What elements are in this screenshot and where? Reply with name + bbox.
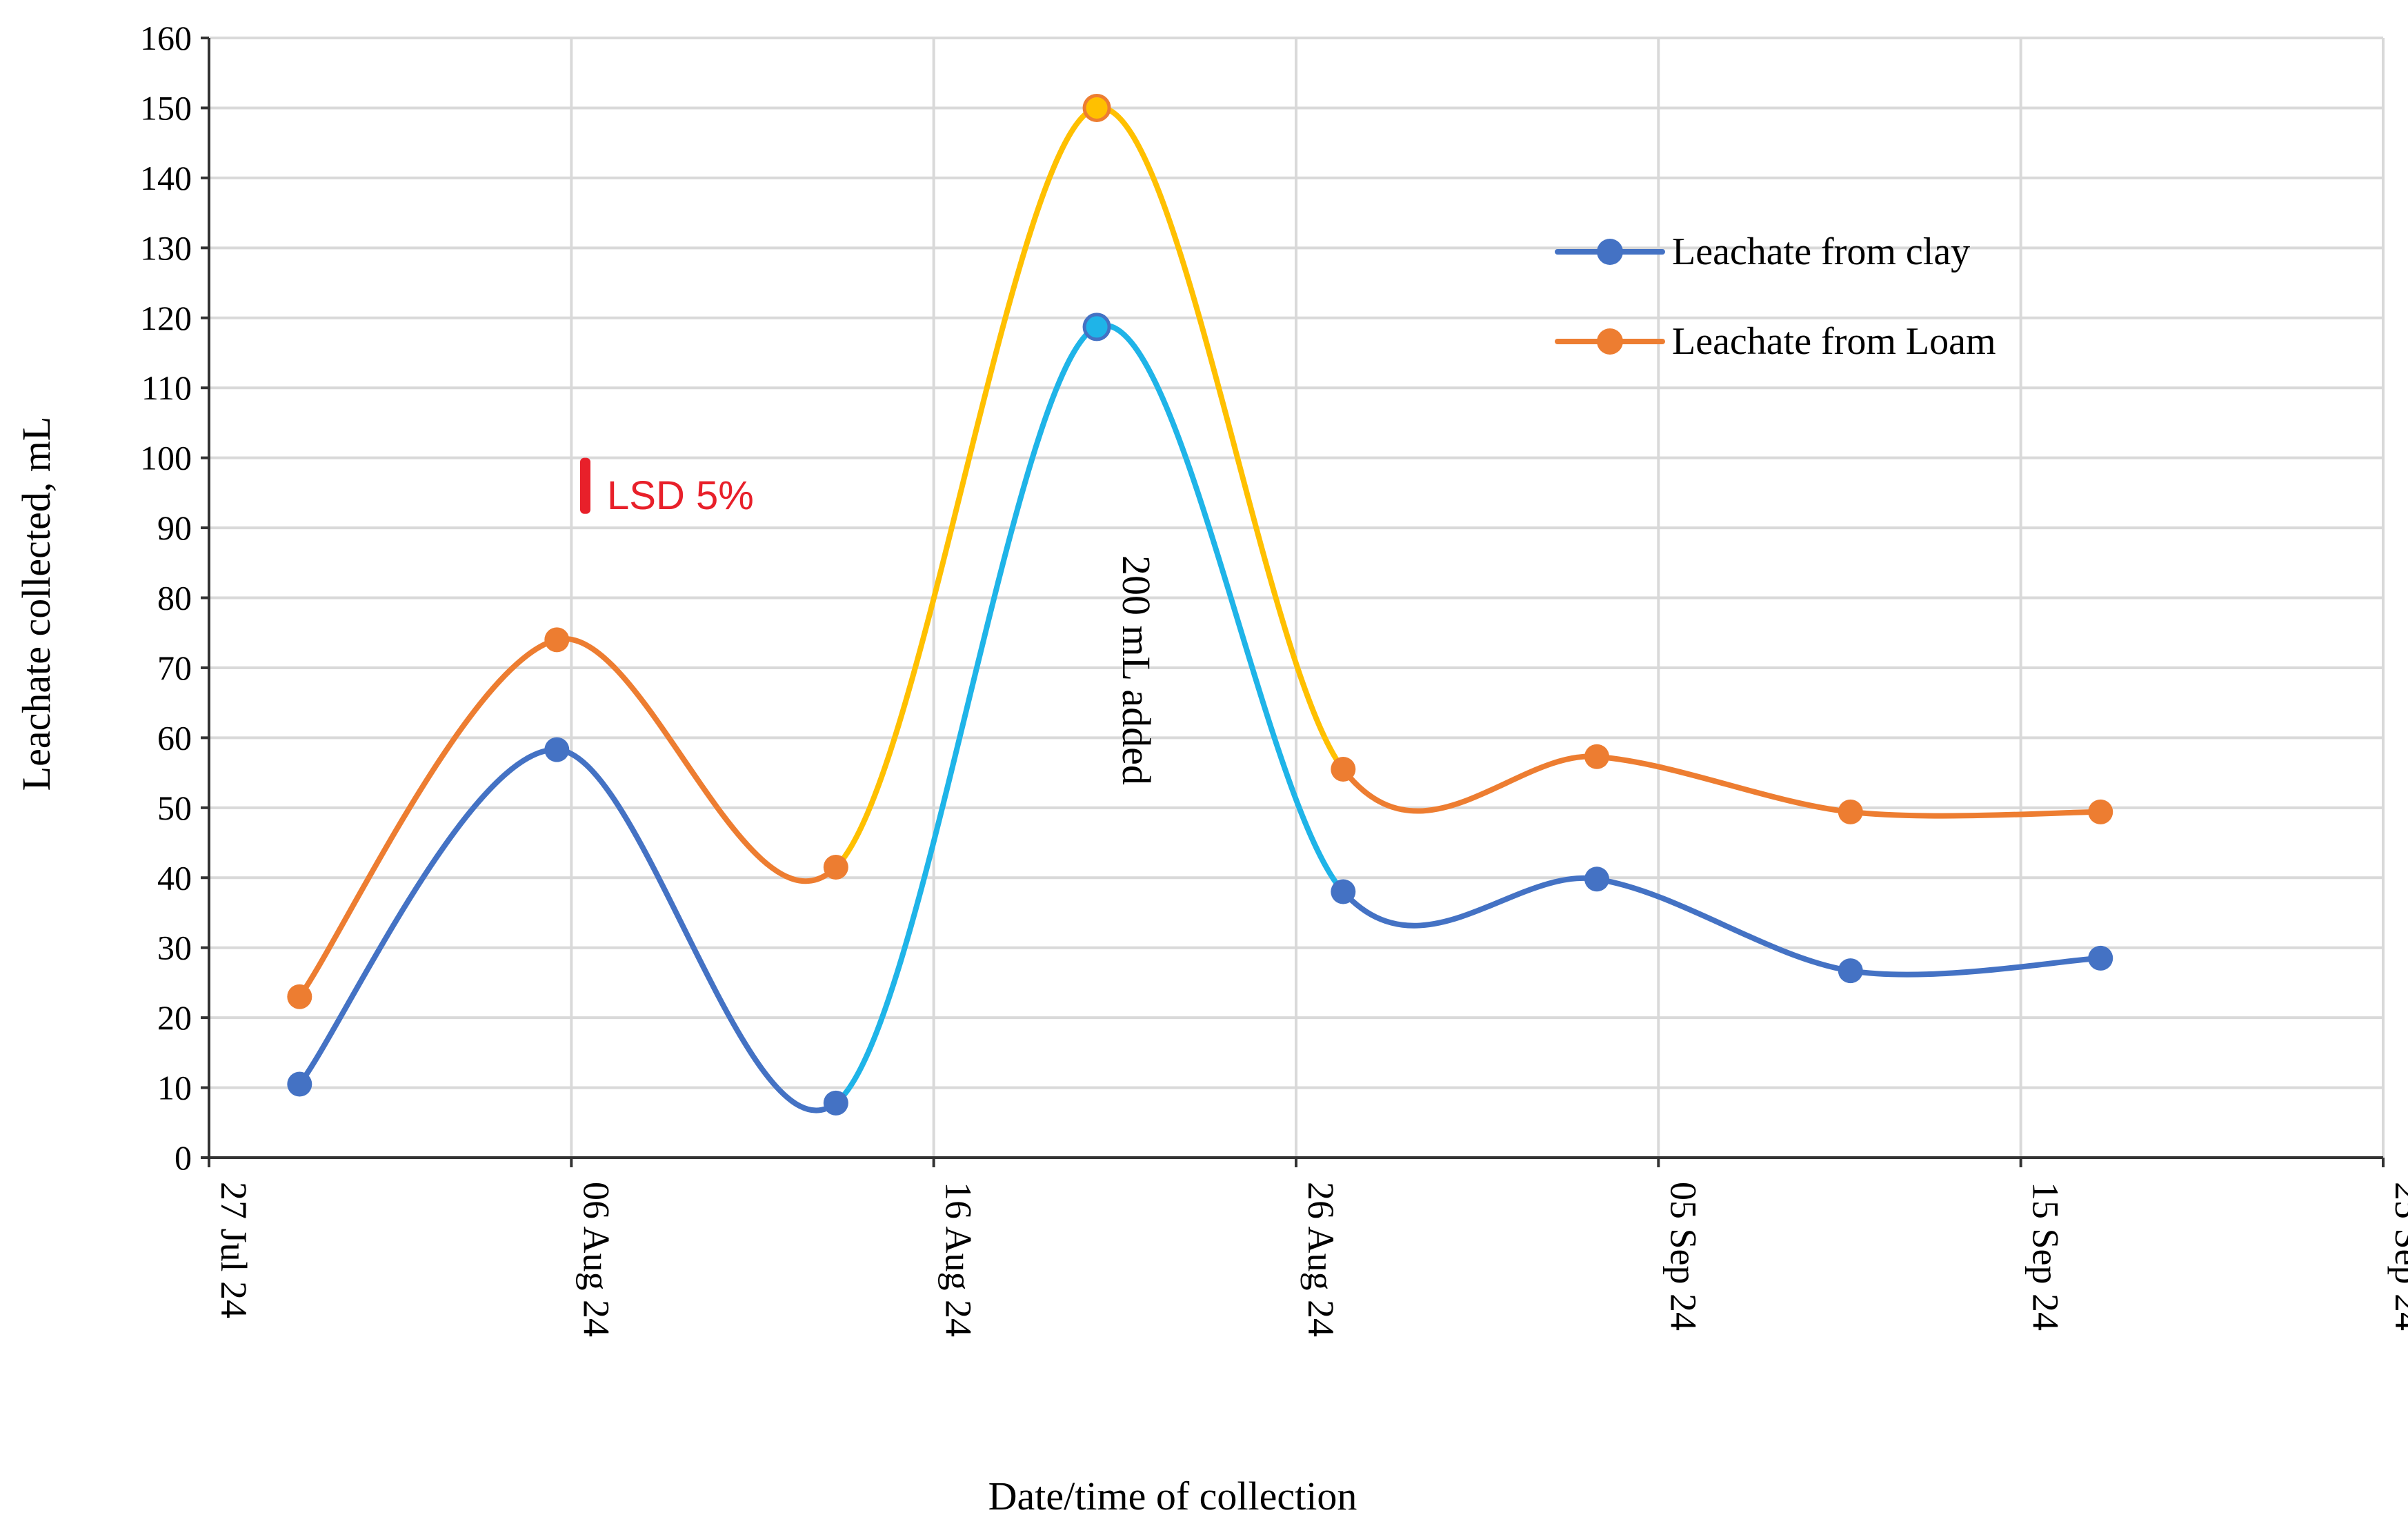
lsd-error-bar xyxy=(580,457,590,514)
data-point xyxy=(823,1090,848,1116)
y-tick-label: 130 xyxy=(140,228,192,267)
y-tick-label: 70 xyxy=(157,648,192,687)
series-line-segment-1 xyxy=(1594,753,1853,815)
x-tick-label: 05 Sep 24 xyxy=(1662,1182,1704,1331)
series-line-segment-1 xyxy=(1094,105,1346,773)
legend-label-clay: Leachate from clay xyxy=(1672,230,1970,273)
series-line-segment-0 xyxy=(554,746,839,1113)
data-point xyxy=(544,737,570,762)
y-tick-label: 120 xyxy=(140,299,192,337)
legend-marker-clay xyxy=(1597,239,1623,265)
y-tick-label: 90 xyxy=(157,508,192,547)
series-line-segment-1 xyxy=(833,105,1100,871)
data-point xyxy=(1331,757,1356,782)
x-tick-label: 25 Sep 24 xyxy=(2387,1182,2408,1331)
y-tick-label: 110 xyxy=(141,368,192,407)
series-line-segment-0 xyxy=(1340,875,1600,929)
legend-marker-loam xyxy=(1597,328,1623,355)
y-tick-label: 30 xyxy=(157,929,192,967)
series-lines xyxy=(297,105,2104,1113)
x-tick-label: 27 Jul 24 xyxy=(213,1182,255,1318)
series-markers xyxy=(287,93,2113,1116)
series-line-segment-0 xyxy=(833,324,1100,1106)
y-tick-label: 60 xyxy=(157,718,192,757)
y-tick-label: 100 xyxy=(140,439,192,477)
x-tick-label: 16 Aug 24 xyxy=(938,1182,979,1337)
data-point xyxy=(2088,945,2113,971)
series-line-segment-0 xyxy=(1594,876,1853,974)
y-tick-label: 160 xyxy=(140,19,192,57)
data-point xyxy=(1838,958,1863,984)
data-point xyxy=(1584,866,1610,892)
data-point xyxy=(287,984,312,1009)
lsd-label: LSD 5% xyxy=(607,473,754,518)
axes xyxy=(201,37,2385,1167)
data-point xyxy=(1838,799,1863,824)
y-tick-label: 10 xyxy=(157,1069,192,1107)
y-tick-label: 80 xyxy=(157,579,192,617)
gridlines xyxy=(208,37,2385,1159)
data-point xyxy=(1331,879,1356,904)
y-tick-label: 50 xyxy=(157,789,192,827)
x-tick-label: 26 Aug 24 xyxy=(1300,1182,1342,1337)
y-tick-label: 0 xyxy=(175,1138,192,1177)
y-tick-label: 40 xyxy=(157,858,192,897)
y-axis-title: Leachate collected, mL xyxy=(14,417,59,791)
data-point xyxy=(544,627,570,653)
data-point xyxy=(1584,744,1610,769)
series-line-segment-1 xyxy=(1847,809,2104,819)
series-line-segment-0 xyxy=(1094,322,1346,895)
data-point xyxy=(1082,313,1111,341)
series-line-segment-0 xyxy=(297,746,560,1087)
series-line-segment-1 xyxy=(1340,753,1600,814)
y-tick-label: 20 xyxy=(157,998,192,1037)
tick-labels: 0 10 20 30 40 50 60 70 80 90 100 110 120 130 140 150 160… xyxy=(140,19,2408,1337)
data-point xyxy=(823,855,848,880)
series-line-segment-0 xyxy=(1847,955,2104,978)
legend: Leachate from clay Leachate from Loam xyxy=(1555,230,1996,363)
y-tick-label: 150 xyxy=(140,88,192,127)
series-line-segment-1 xyxy=(297,637,560,1000)
x-axis-title: Date/time of collection xyxy=(988,1474,1357,1518)
annotation-200ml-added: 200 mL added xyxy=(1114,555,1159,785)
data-point xyxy=(1082,93,1111,122)
series-line-segment-1 xyxy=(554,636,839,884)
y-tick-label: 140 xyxy=(140,159,192,197)
x-tick-label: 06 Aug 24 xyxy=(575,1182,617,1337)
data-point xyxy=(2088,799,2113,824)
data-point xyxy=(287,1071,312,1097)
legend-label-loam: Leachate from Loam xyxy=(1672,320,1996,363)
x-tick-label: 15 Sep 24 xyxy=(2025,1182,2067,1331)
